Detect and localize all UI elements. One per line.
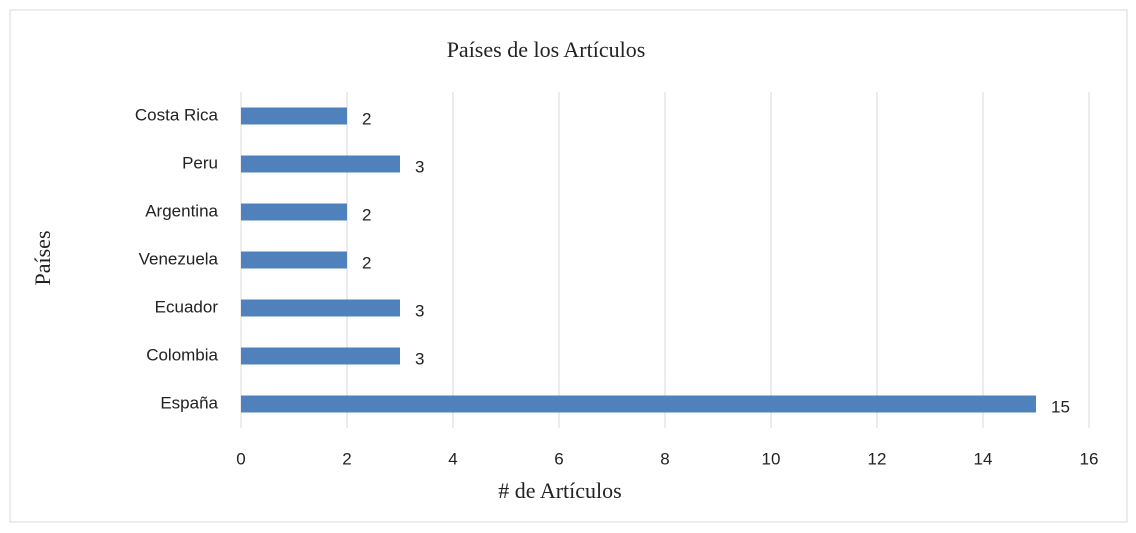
y-tick-label: Peru: [182, 153, 218, 172]
data-label: 2: [362, 205, 371, 224]
y-tick-label: Argentina: [145, 201, 218, 220]
x-tick-label: 8: [660, 449, 669, 468]
y-tick-label: Colombia: [146, 345, 218, 364]
x-tick-label: 16: [1080, 449, 1099, 468]
x-tick-label: 0: [236, 449, 245, 468]
chart-border: [9, 9, 1128, 523]
bar: [241, 299, 400, 317]
y-tick-label: España: [160, 393, 218, 412]
bar: [241, 203, 347, 221]
x-tick-label: 10: [762, 449, 781, 468]
y-tick-label: Costa Rica: [135, 105, 219, 124]
bar: [241, 155, 400, 173]
bar: [241, 251, 347, 269]
x-tick-label: 2: [342, 449, 351, 468]
x-tick-label: 4: [448, 449, 457, 468]
bar: [241, 347, 400, 365]
y-tick-label: Venezuela: [139, 249, 219, 268]
x-tick-label: 6: [554, 449, 563, 468]
data-label: 3: [415, 349, 424, 368]
chart-title: Países de los Artículos: [447, 37, 646, 62]
data-label: 15: [1051, 397, 1070, 416]
data-label: 3: [415, 157, 424, 176]
x-tick-label: 14: [974, 449, 993, 468]
data-label: 2: [362, 109, 371, 128]
data-label: 3: [415, 301, 424, 320]
y-axis-title: Países: [30, 231, 55, 286]
data-label: 2: [362, 253, 371, 272]
y-tick-label: Ecuador: [155, 297, 219, 316]
x-axis-title: # de Artículos: [498, 478, 621, 503]
x-tick-label: 12: [868, 449, 887, 468]
bar: [241, 107, 347, 125]
bar: [241, 395, 1036, 413]
